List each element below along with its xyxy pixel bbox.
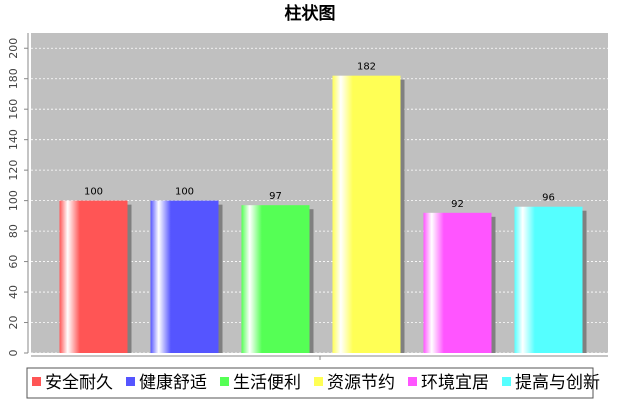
legend-label: 资源节约 bbox=[327, 373, 395, 393]
legend-swatch bbox=[32, 377, 41, 386]
bar bbox=[150, 200, 219, 353]
bar bbox=[514, 206, 583, 353]
y-tick-label: 200 bbox=[7, 38, 20, 59]
y-tick-label: 100 bbox=[7, 190, 20, 211]
value-label: 96 bbox=[542, 193, 555, 204]
chart-title: 柱状图 bbox=[285, 3, 336, 24]
value-label: 100 bbox=[84, 187, 103, 198]
legend-label: 安全耐久 bbox=[45, 373, 113, 393]
value-label: 100 bbox=[175, 187, 194, 198]
y-tick-label: 80 bbox=[7, 224, 20, 238]
bar bbox=[423, 212, 492, 353]
bar bbox=[241, 205, 310, 353]
legend-swatch bbox=[314, 377, 323, 386]
bar bbox=[59, 200, 128, 353]
legend-swatch bbox=[502, 377, 511, 386]
y-tick-label: 40 bbox=[7, 285, 20, 299]
bar bbox=[332, 75, 401, 354]
legend-swatch bbox=[408, 377, 417, 386]
legend bbox=[26, 367, 594, 399]
value-label: 92 bbox=[451, 199, 464, 210]
legend-label: 健康舒适 bbox=[139, 373, 207, 393]
legend-label: 生活便利 bbox=[233, 373, 301, 393]
legend-swatch bbox=[126, 377, 135, 386]
value-label: 182 bbox=[357, 62, 376, 73]
legend-label: 提高与创新 bbox=[515, 373, 600, 393]
legend-swatch bbox=[220, 377, 229, 386]
y-tick-label: 180 bbox=[7, 68, 20, 89]
y-tick-label: 120 bbox=[7, 160, 20, 181]
legend-label: 环境宜居 bbox=[421, 373, 489, 393]
y-tick-label: 140 bbox=[7, 129, 20, 150]
y-tick-label: 0 bbox=[7, 350, 20, 357]
y-tick-label: 160 bbox=[7, 99, 20, 120]
value-label: 97 bbox=[269, 191, 282, 202]
y-tick-label: 20 bbox=[7, 316, 20, 330]
y-tick-label: 60 bbox=[7, 255, 20, 269]
